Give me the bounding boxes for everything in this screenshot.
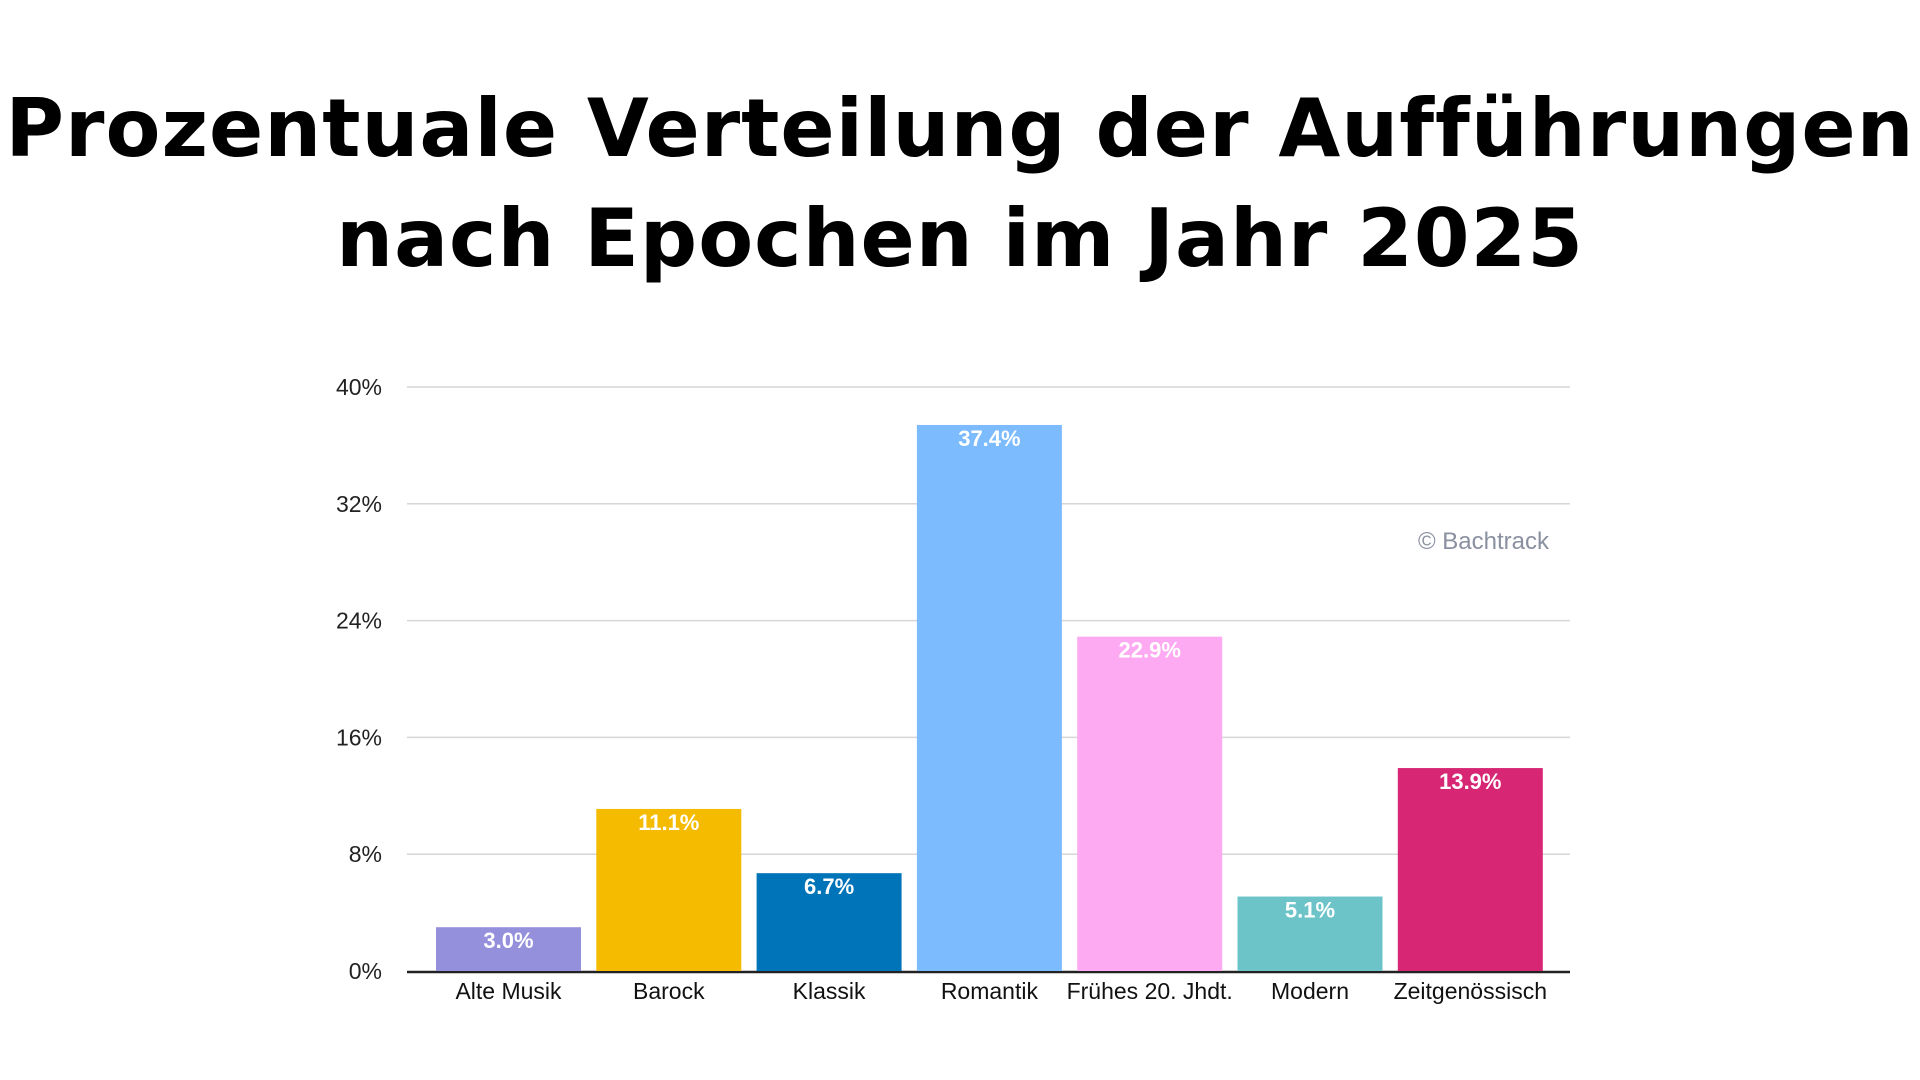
data-label: 13.9% bbox=[1439, 769, 1501, 794]
y-tick-label: 16% bbox=[336, 724, 382, 750]
bar bbox=[1397, 768, 1543, 971]
x-tick-label: Zeitgenössisch bbox=[1394, 978, 1547, 1004]
bar bbox=[916, 424, 1062, 972]
x-tick-label: Frühes 20. Jhdt. bbox=[1067, 978, 1233, 1004]
bar bbox=[596, 808, 742, 971]
y-tick-label: 0% bbox=[349, 958, 382, 984]
chart-title-line-1: Prozentuale Verteilung der Aufführungen bbox=[5, 82, 1915, 175]
x-tick-label: Romantik bbox=[941, 978, 1039, 1004]
chart-title-line-2: nach Epochen im Jahr 2025 bbox=[336, 192, 1584, 285]
x-tick-label: Barock bbox=[633, 978, 705, 1004]
bar bbox=[1237, 896, 1383, 971]
watermark: © Bachtrack bbox=[1418, 528, 1550, 555]
x-tick-label: Alte Musik bbox=[455, 978, 562, 1004]
data-label: 5.1% bbox=[1285, 898, 1335, 923]
data-label: 37.4% bbox=[958, 426, 1020, 451]
data-label: 11.1% bbox=[638, 810, 699, 835]
bar bbox=[756, 873, 902, 971]
data-label: 3.0% bbox=[483, 928, 533, 953]
data-label: 6.7% bbox=[804, 874, 854, 899]
bar bbox=[436, 927, 581, 971]
y-tick-label: 8% bbox=[349, 841, 382, 867]
x-tick-label: Klassik bbox=[793, 978, 866, 1004]
y-tick-label: 24% bbox=[336, 608, 382, 634]
y-tick-label: 40% bbox=[336, 374, 382, 400]
bar bbox=[1077, 636, 1223, 971]
x-tick-label: Modern bbox=[1271, 978, 1349, 1004]
y-tick-label: 32% bbox=[336, 491, 382, 517]
data-label: 22.9% bbox=[1119, 638, 1181, 663]
